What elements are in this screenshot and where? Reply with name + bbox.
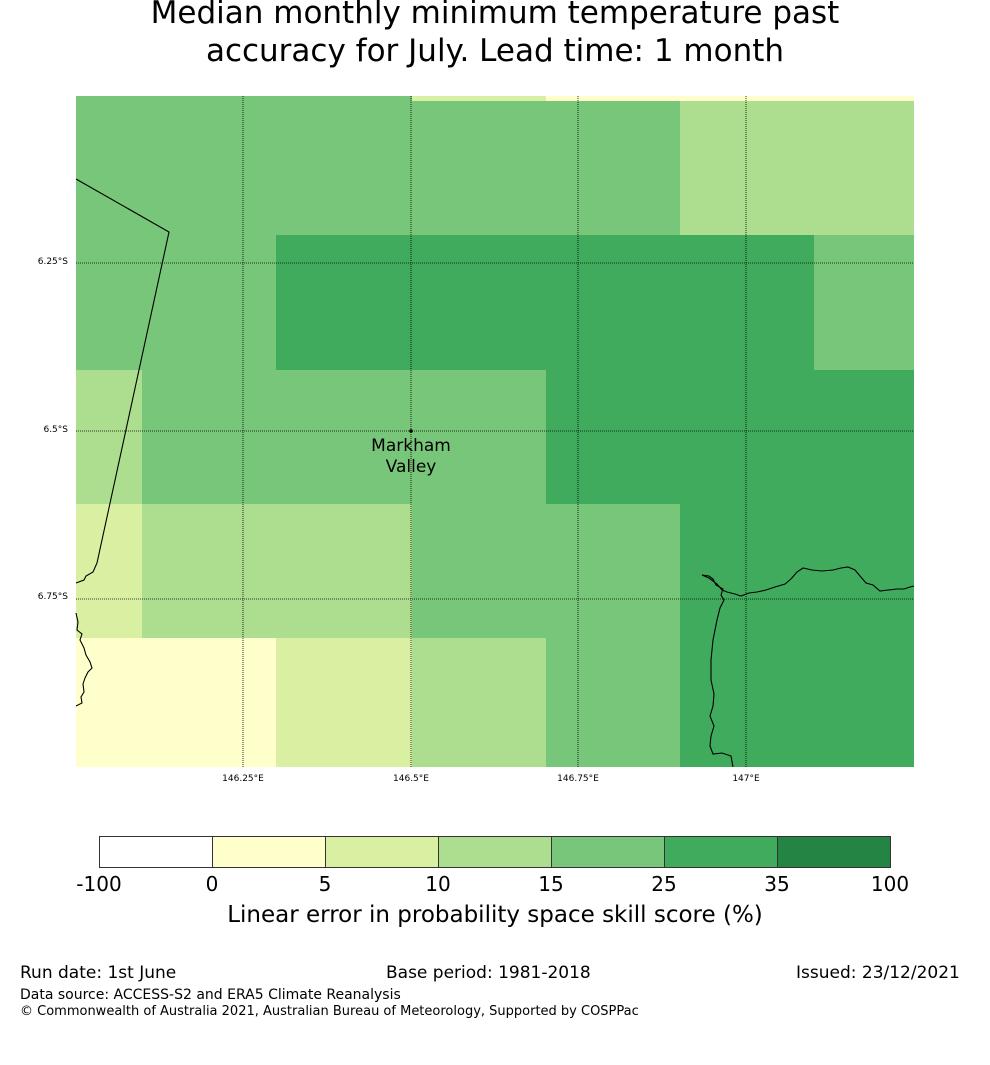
grid-cell: [680, 504, 914, 638]
grid-cell: [680, 96, 914, 101]
lon-tick-label: 146.75°E: [557, 774, 599, 784]
colorbar-tick: 100: [870, 872, 910, 896]
colorbar-swatch: [777, 836, 891, 868]
grid-cell: [276, 638, 412, 767]
grid-cell: [546, 638, 680, 767]
lat-tick-label: 6.75°S: [37, 592, 68, 602]
colorbar-tick: 10: [425, 872, 451, 896]
place-label-markham-valley: Markham Valley: [351, 436, 471, 478]
coastline-east: [701, 566, 915, 768]
grid-cell: [680, 638, 914, 767]
grid-cell: [76, 235, 276, 370]
colorbar-tick: 35: [764, 872, 790, 896]
colorbar-swatch: [325, 836, 439, 868]
grid-cell: [546, 96, 680, 101]
lon-tick-label: 146.5°E: [393, 774, 429, 784]
base-period: Base period: 1981-2018: [386, 963, 591, 983]
skill-grid-cells: [76, 96, 914, 767]
grid-cell: [412, 638, 546, 767]
grid-cell: [142, 504, 412, 638]
grid-cell: [680, 101, 914, 235]
grid-cell: [142, 370, 546, 504]
lon-tick-label: 146.25°E: [222, 774, 264, 784]
issued-date: Issued: 23/12/2021: [796, 963, 960, 983]
colorbar-swatch: [212, 836, 326, 868]
colorbar-tick: -100: [76, 872, 122, 896]
colorbar-swatch: [551, 836, 665, 868]
colorbar-label: Linear error in probability space skill …: [227, 902, 763, 928]
boundaries: [75, 178, 915, 768]
gridlines: [76, 96, 914, 767]
colorbar-swatch: [438, 836, 552, 868]
place-label-line: Markham: [371, 436, 451, 456]
lon-tick-label: 147°E: [732, 774, 760, 784]
colorbar-tick: 25: [651, 872, 677, 896]
grid-cell: [76, 638, 276, 767]
grid-cell: [276, 235, 814, 370]
colorbar-swatch: [664, 836, 778, 868]
lat-tick-label: 6.25°S: [37, 257, 68, 267]
colorbar-tick: 15: [538, 872, 564, 896]
lat-tick-label: 6.5°S: [43, 425, 68, 435]
grid-cell: [76, 96, 412, 101]
title-line-1: Median monthly minimum temperature past: [150, 0, 840, 31]
grid-cell: [412, 96, 546, 101]
grid-cell: [76, 504, 142, 638]
coastline-west: [75, 612, 93, 707]
grid-cell: [412, 504, 680, 638]
grid-cell: [76, 370, 142, 504]
run-date: Run date: 1st June: [20, 963, 177, 983]
title-line-2: accuracy for July. Lead time: 1 month: [205, 33, 785, 69]
place-label-line: Valley: [385, 457, 437, 477]
province-border: [75, 178, 170, 584]
chart-title: Median monthly minimum temperature past …: [0, 0, 990, 70]
data-source: Data source: ACCESS-S2 and ERA5 Climate …: [20, 987, 401, 1003]
grid-cell: [546, 370, 914, 504]
grid-cell: [76, 101, 680, 235]
copyright: © Commonwealth of Australia 2021, Austra…: [20, 1004, 639, 1019]
grid-cell: [814, 235, 914, 370]
colorbar-swatch: [99, 836, 213, 868]
colorbar-tick: 0: [205, 872, 219, 896]
markham-valley-marker: [409, 429, 413, 433]
colorbar-tick: 5: [318, 872, 332, 896]
